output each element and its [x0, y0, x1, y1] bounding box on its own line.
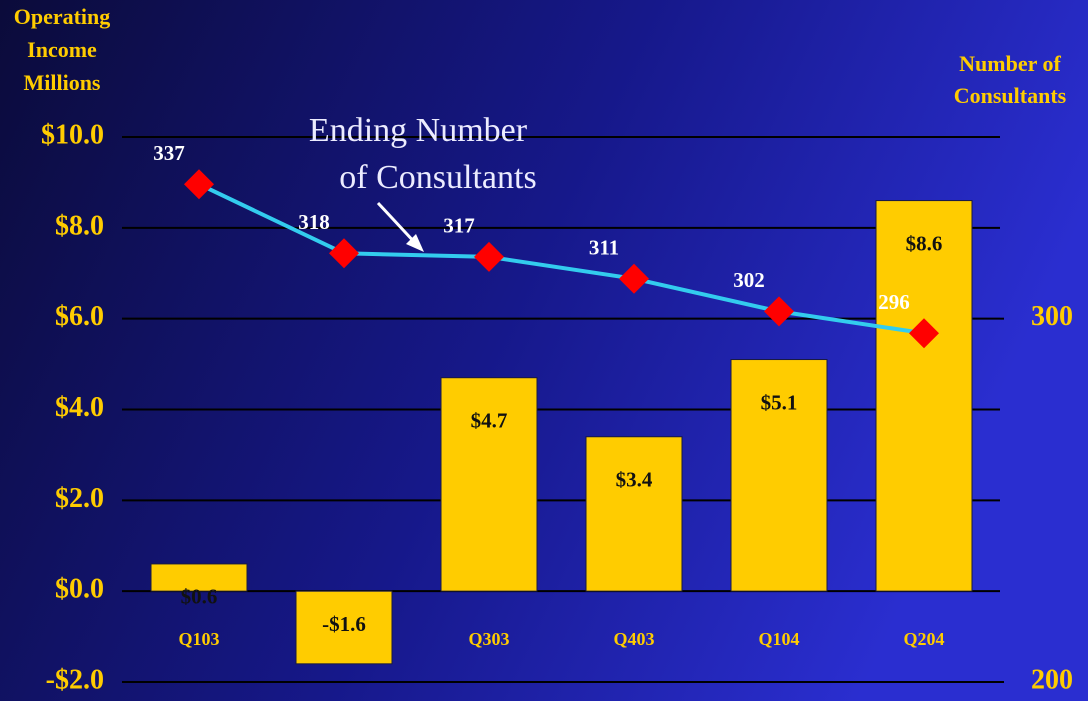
line-series: 337 318 317 311 302 296 — [153, 141, 939, 349]
y-tick-label: $8.0 — [55, 210, 104, 241]
bar-value-label: $5.1 — [761, 390, 798, 414]
line-value-label: 318 — [298, 210, 330, 234]
line-marker — [909, 318, 939, 349]
bar — [295, 590, 393, 665]
bar-value-label: $4.7 — [471, 409, 508, 433]
line-value-label: 302 — [733, 268, 765, 292]
line-value-label: 337 — [153, 141, 185, 165]
bar-value-label: $3.4 — [616, 468, 653, 492]
line-value-label: 296 — [878, 290, 910, 314]
line-marker — [474, 241, 504, 272]
x-tick-label: Q103 — [178, 629, 219, 649]
line-marker — [619, 263, 649, 294]
bar — [150, 563, 248, 592]
y2-axis-title-line: Consultants — [954, 83, 1067, 108]
y-tick-label: $10.0 — [41, 119, 104, 150]
y2-tick-label: 300 — [1031, 301, 1073, 332]
line-marker — [329, 238, 359, 269]
bar — [585, 436, 683, 592]
annotation: Ending Number of Consultants — [309, 112, 537, 196]
grid: -$2.0 $0.0 $2.0 $4.0 $6.0 $8.0 $10.0 200 300 — [41, 119, 1073, 695]
annotation-arrowhead — [406, 234, 424, 252]
bar-value-label: -$1.6 — [322, 612, 366, 636]
bar — [730, 359, 828, 592]
annotation-line: Ending Number — [309, 112, 528, 149]
x-tick-label: Q303 — [468, 629, 509, 649]
x-tick-label: Q104 — [758, 629, 799, 649]
bar — [875, 200, 973, 592]
y2-axis-title-line: Number of — [959, 51, 1061, 76]
line-value-label: 311 — [589, 236, 619, 260]
bar-value-label: $8.6 — [906, 231, 943, 255]
y-axis-title-line: Millions — [23, 70, 100, 95]
y-tick-label: $6.0 — [55, 301, 104, 332]
bar — [440, 377, 538, 592]
y-tick-label: -$2.0 — [46, 664, 104, 695]
y-tick-label: $4.0 — [55, 392, 104, 423]
annotation-line: of Consultants — [339, 159, 536, 196]
line — [198, 182, 925, 336]
y-tick-label: $0.0 — [55, 574, 104, 605]
x-tick-label: Q403 — [613, 629, 654, 649]
y-tick-label: $2.0 — [55, 483, 104, 514]
bar-value-label: $0.6 — [181, 585, 218, 609]
x-tick-label: Q204 — [903, 629, 944, 649]
line-marker — [764, 296, 794, 327]
y-axis-title-line: Income — [27, 37, 97, 62]
y-axis-title: Operating Income Millions — [14, 4, 111, 95]
y2-tick-label: 200 — [1031, 664, 1073, 695]
y2-axis-title: Number of Consultants — [954, 51, 1067, 108]
bars: $0.6 -$1.6 $4.7 $3.4 $5.1 $8.6 — [150, 200, 973, 665]
y-axis-title-line: Operating — [14, 4, 111, 29]
line-value-label: 317 — [443, 214, 475, 238]
line-marker — [184, 169, 214, 200]
x-tick-label: Q203 — [323, 629, 364, 649]
